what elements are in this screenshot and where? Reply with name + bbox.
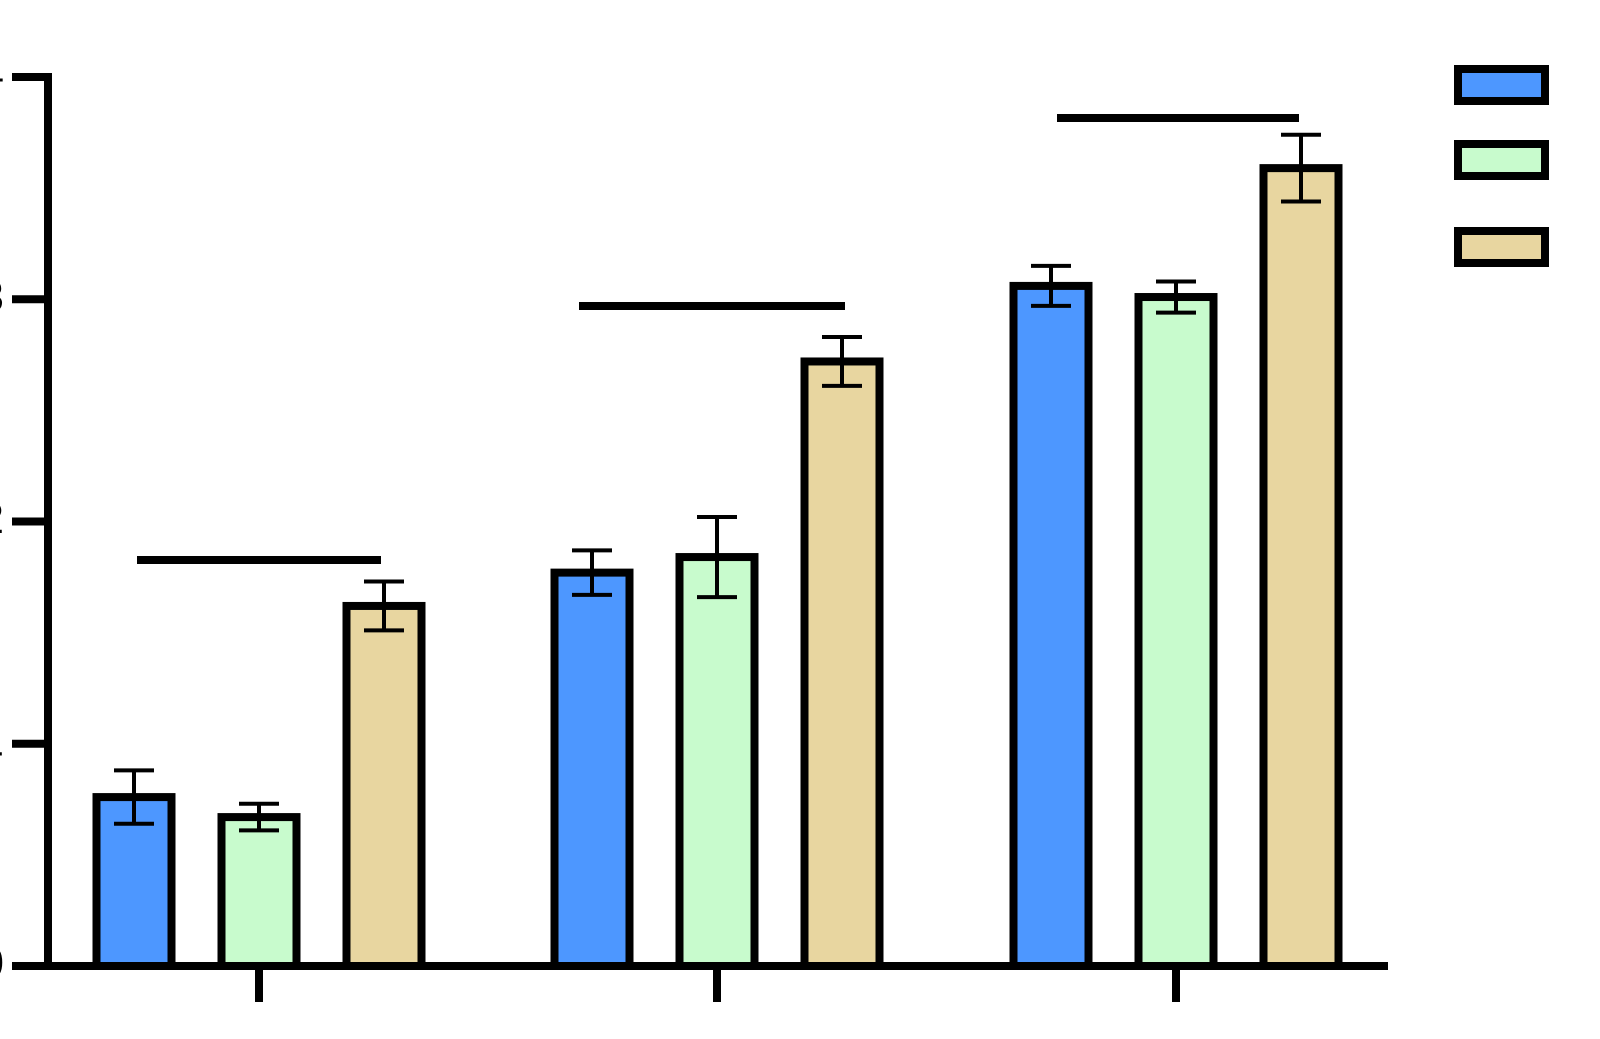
bar	[800, 357, 884, 971]
bar	[217, 813, 301, 971]
bar	[1259, 164, 1343, 970]
legend-swatch	[1454, 65, 1549, 105]
bar	[550, 568, 634, 970]
y-tick-label: 1	[0, 716, 4, 765]
bar	[1009, 281, 1093, 971]
y-tick-label: 2	[0, 494, 4, 543]
y-tick-label: 3	[0, 272, 4, 321]
legend-swatch	[1454, 140, 1549, 180]
bar	[1134, 293, 1218, 970]
bar	[675, 553, 759, 970]
legend-swatch	[1454, 227, 1549, 267]
y-tick-label: 4	[0, 50, 4, 99]
y-tick-label: 0	[0, 939, 4, 988]
bar	[342, 601, 426, 971]
